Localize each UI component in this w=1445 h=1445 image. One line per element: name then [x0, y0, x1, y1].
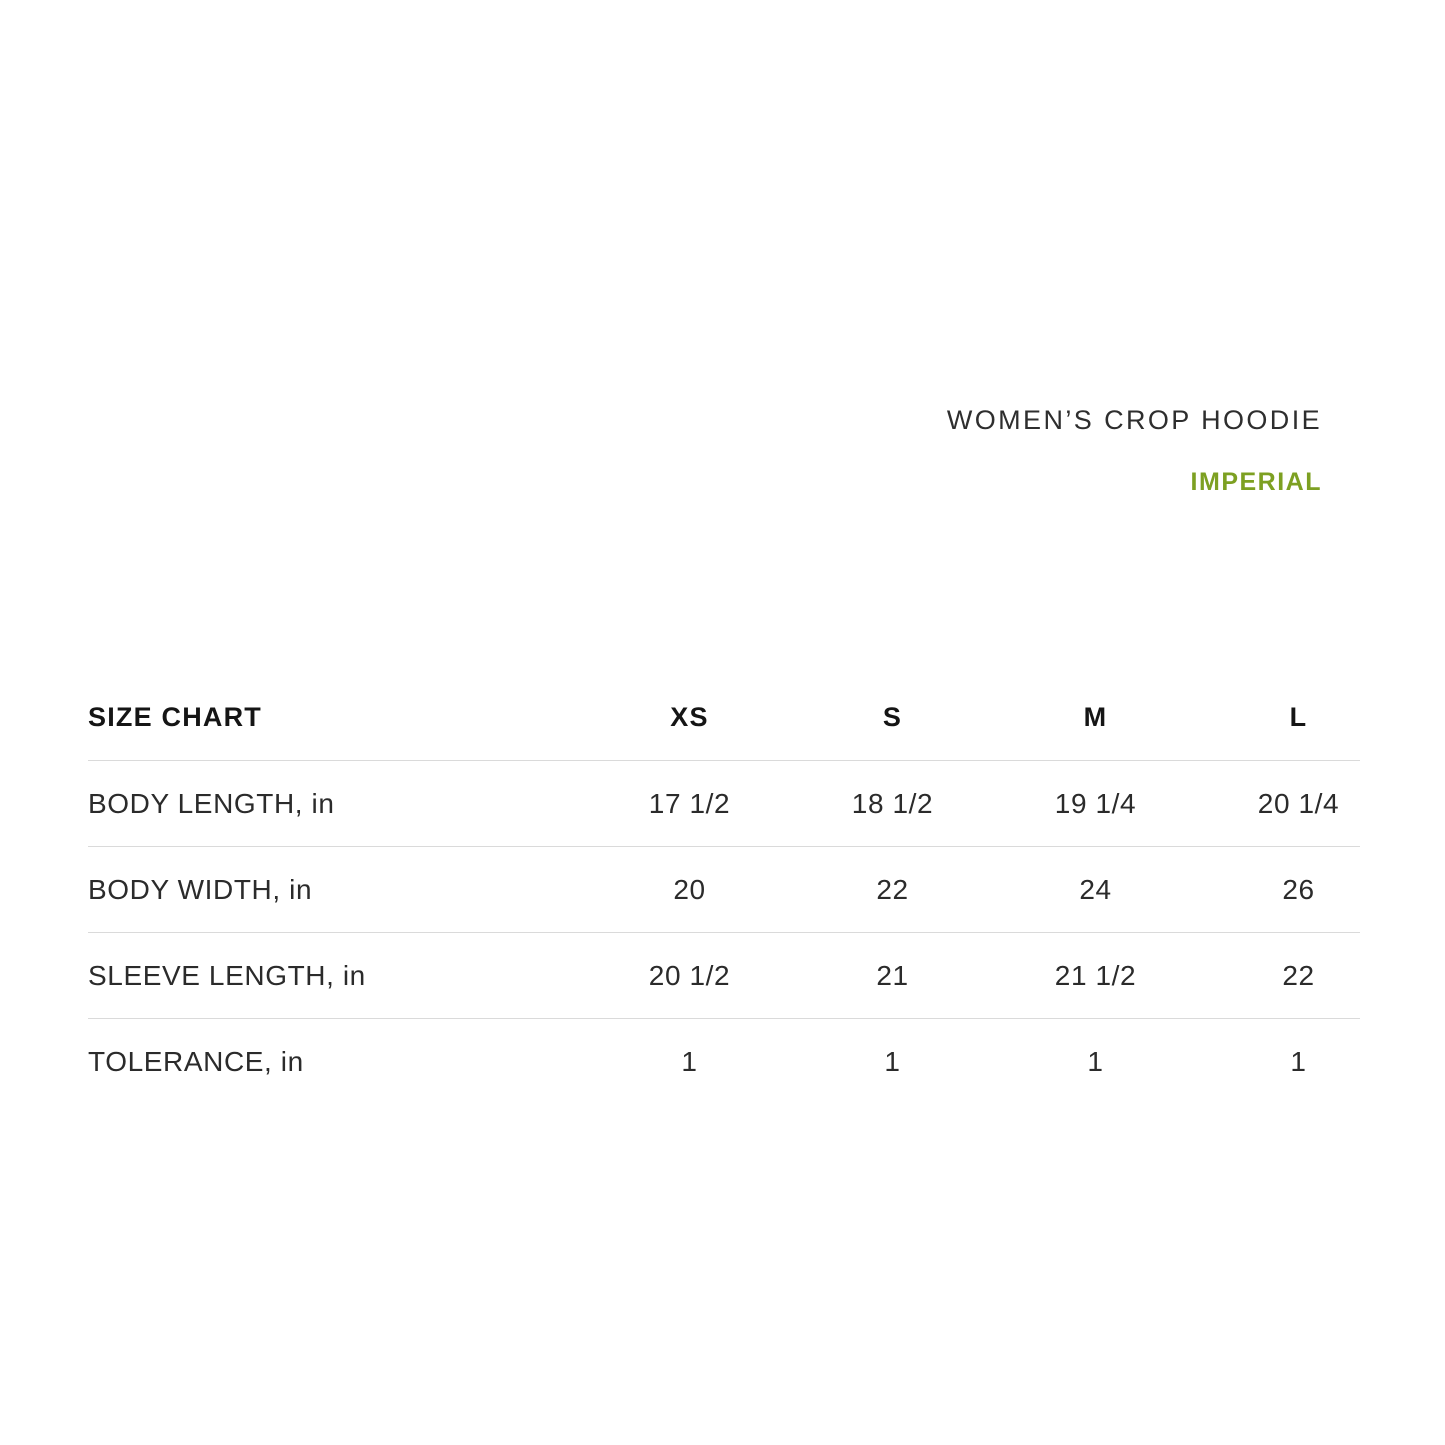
cell-tolerance-l: 1 [1290, 1045, 1307, 1077]
cell-sleeve-length-l: 22 [1197, 932, 1360, 1019]
column-header-m: M [994, 675, 1197, 761]
cell-sleeve-length-s: 21 [791, 932, 994, 1019]
cell-sleeve-length-xs: 20 1/2 [588, 932, 791, 1019]
row-label-body-width: BODY WIDTH, in [88, 846, 588, 933]
column-header-l: L [1197, 675, 1360, 761]
cell-sleeve-length-m: 21 1/2 [994, 932, 1197, 1019]
cell-tolerance-xs: 1 [681, 1045, 698, 1077]
table-row-body-length: BODY LENGTH, in 17 1/2 18 1/2 19 1/4 20 … [88, 760, 1360, 847]
cell-body-width-s: 22 [791, 846, 994, 933]
size-chart-table: SIZE CHART XS S M L BODY LENGTH, in 17 1… [88, 675, 1360, 1104]
cell-body-width-m: 24 [994, 846, 1197, 933]
cell-tolerance-s: 1 [884, 1045, 901, 1077]
cell-tolerance-m: 1 [1087, 1045, 1104, 1077]
row-label-tolerance: TOLERANCE, in [88, 1045, 304, 1077]
size-guide-header: WOMEN’S CROP HOODIE IMPERIAL [947, 404, 1322, 498]
size-chart-table-container: SIZE CHART XS S M L BODY LENGTH, in 17 1… [88, 675, 1360, 1104]
cell-body-length-xs: 17 1/2 [588, 760, 791, 847]
cell-body-length-m: 19 1/4 [994, 760, 1197, 847]
cell-body-length-s: 18 1/2 [791, 760, 994, 847]
row-label-body-length: BODY LENGTH, in [88, 760, 588, 847]
column-header-xs: XS [588, 675, 791, 761]
column-header-s: S [791, 675, 994, 761]
cell-body-length-l: 20 1/4 [1197, 760, 1360, 847]
table-row-body-width: BODY WIDTH, in 20 22 24 26 [88, 846, 1360, 933]
cell-body-width-l: 26 [1197, 846, 1360, 933]
table-row-tolerance: TOLERANCE, in 1 1 1 1 [88, 1019, 1360, 1105]
product-title: WOMEN’S CROP HOODIE [946, 405, 1322, 435]
unit-tab-imperial[interactable]: IMPERIAL [1190, 468, 1322, 496]
cell-body-width-xs: 20 [588, 846, 791, 933]
row-label-sleeve-length: SLEEVE LENGTH, in [88, 932, 588, 1019]
table-row-sleeve-length: SLEEVE LENGTH, in 20 1/2 21 21 1/2 22 [88, 932, 1360, 1019]
size-chart-title: SIZE CHART [88, 675, 588, 761]
table-header-row: SIZE CHART XS S M L [88, 675, 1360, 761]
